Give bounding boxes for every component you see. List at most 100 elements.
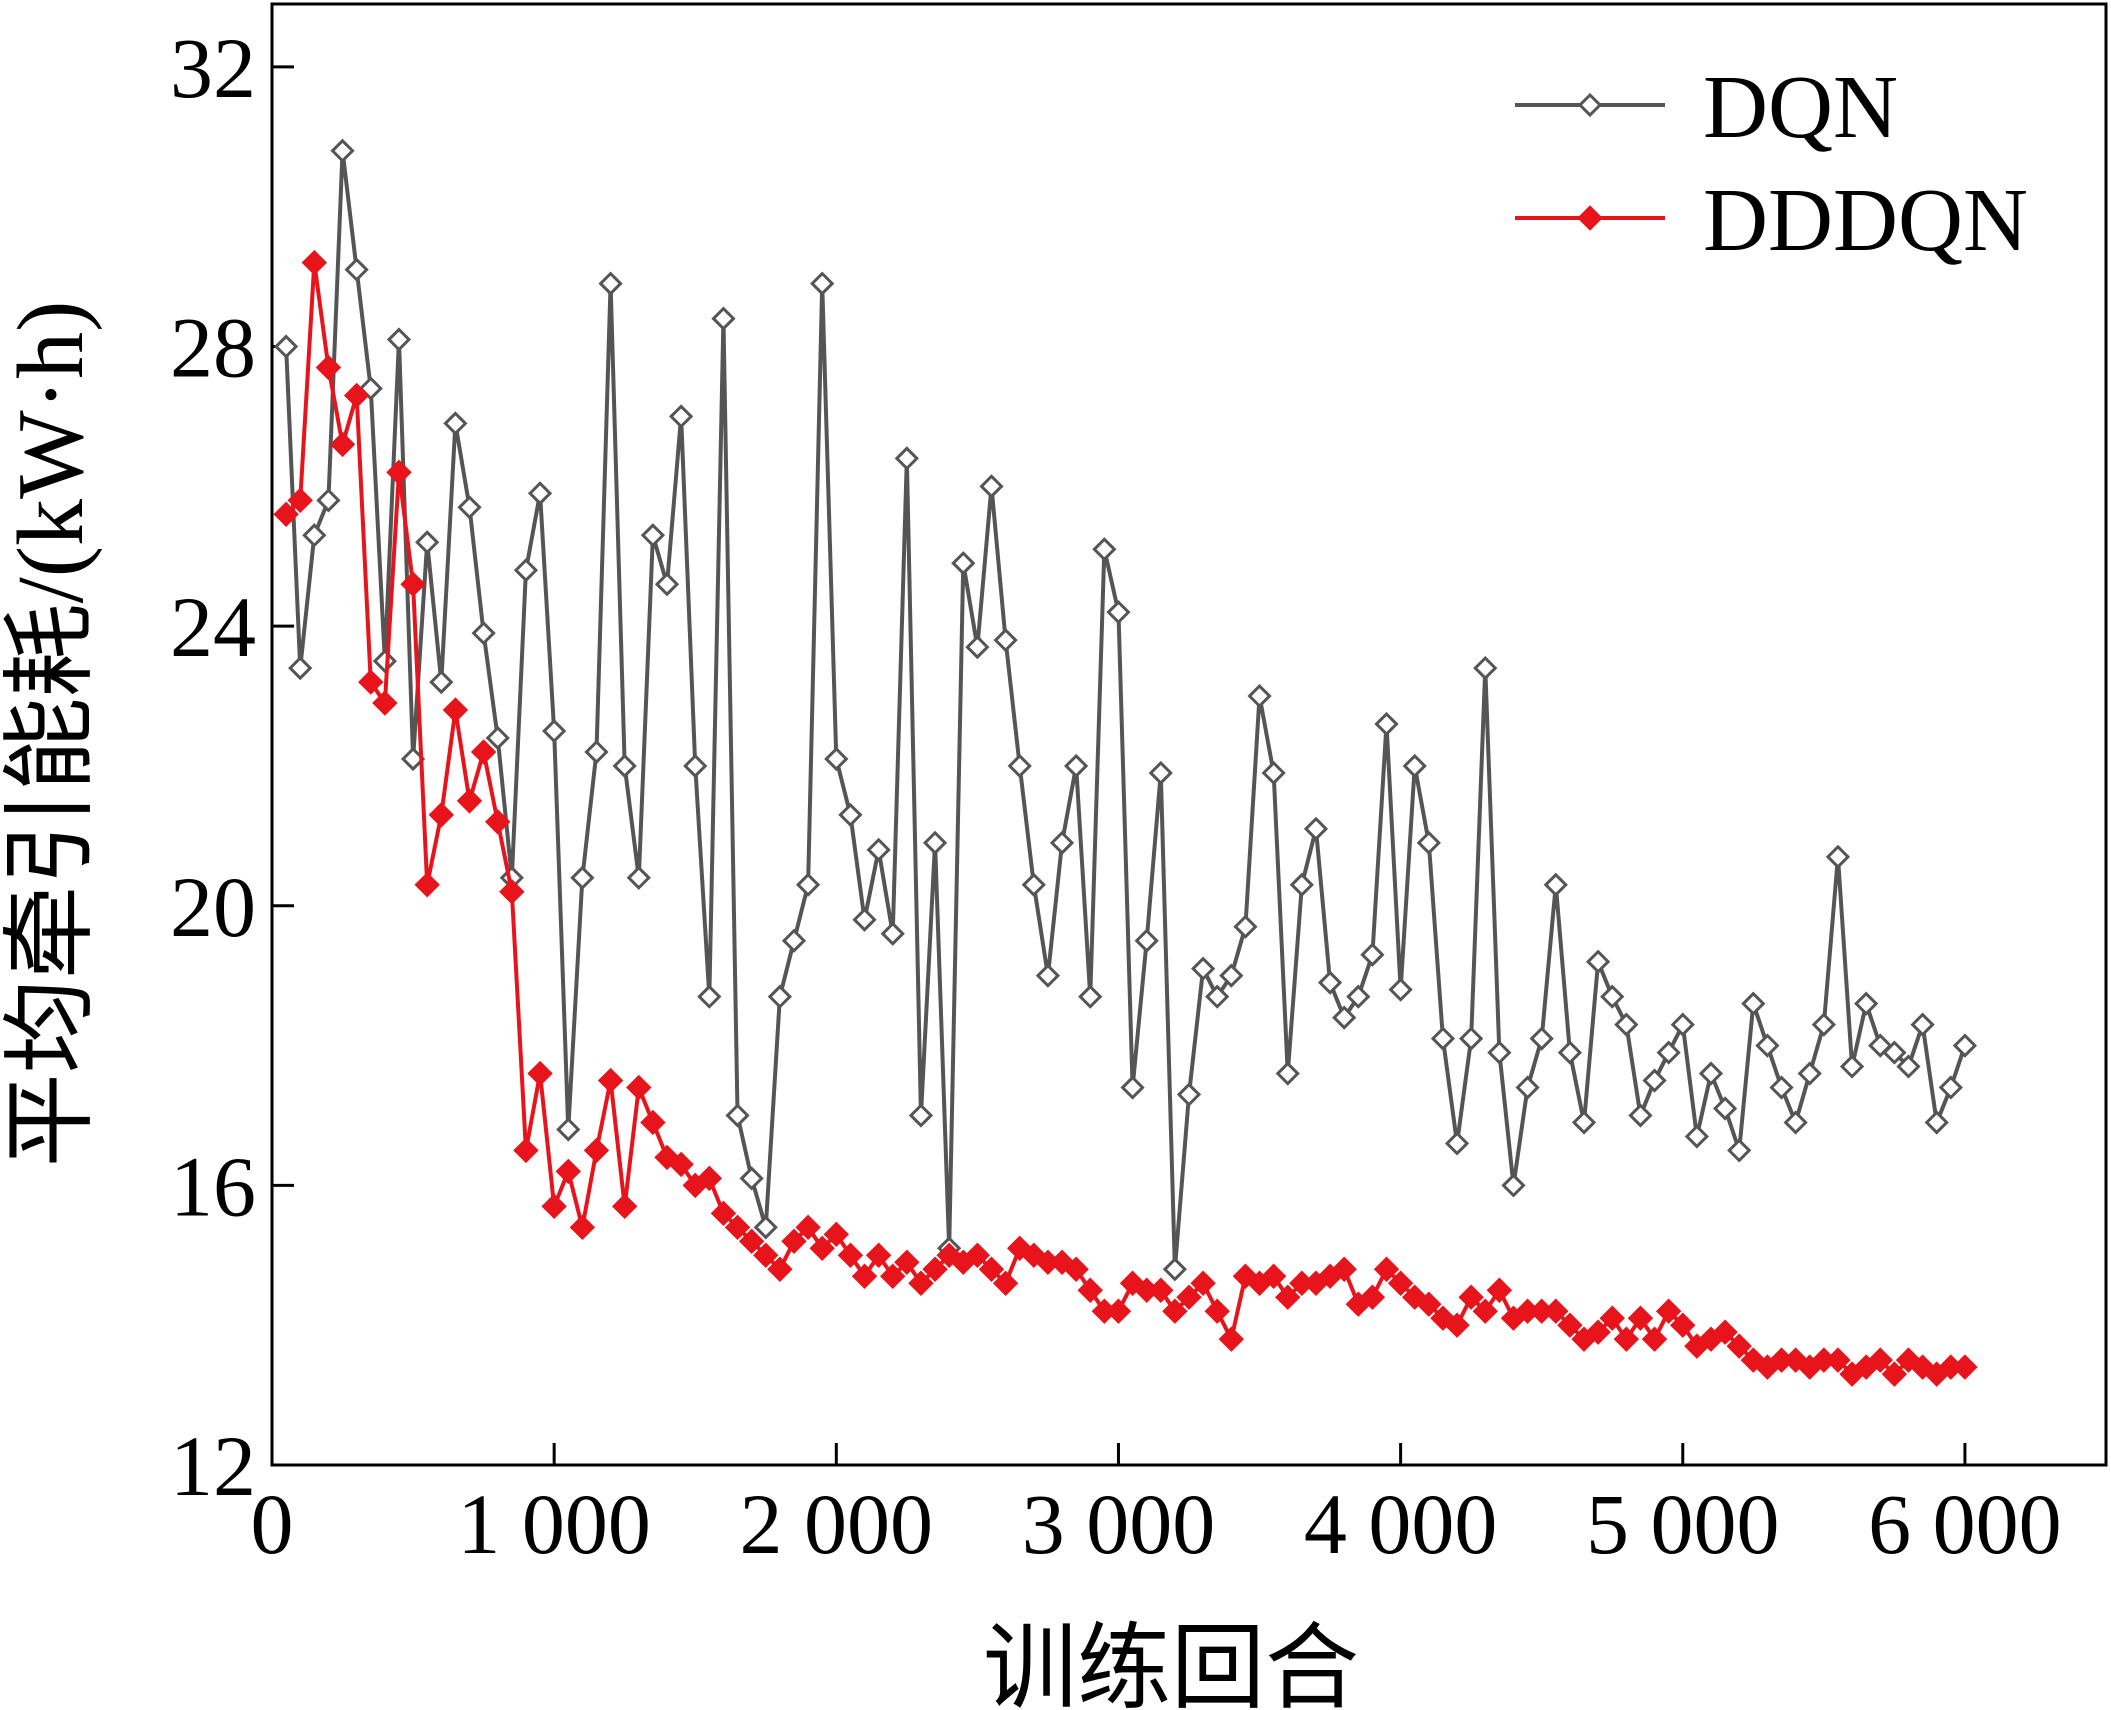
data-point: [612, 753, 637, 779]
data-point: [1289, 872, 1314, 897]
y-tick-label: 20: [170, 859, 256, 955]
data-point: [725, 1103, 750, 1128]
data-point: [781, 928, 807, 953]
data-point: [880, 1263, 906, 1289]
data-point: [1387, 1270, 1414, 1296]
data-point: [513, 558, 539, 583]
data-point: [1303, 816, 1329, 841]
data-point: [428, 802, 454, 828]
data-point: [555, 1158, 581, 1185]
x-tick-label: 6 000: [1868, 1476, 2062, 1572]
data-point: [851, 1263, 878, 1289]
data-point: [823, 1221, 850, 1248]
data-point: [795, 872, 821, 897]
data-point: [1641, 1326, 1668, 1352]
data-point: [1656, 1040, 1681, 1065]
data-point: [978, 1256, 1005, 1282]
data-point: [542, 718, 567, 744]
data-point: [1896, 1054, 1921, 1079]
data-point: [372, 648, 397, 674]
data-point: [922, 1256, 948, 1282]
data-point: [1275, 1061, 1300, 1086]
data-point: [979, 474, 1004, 499]
data-point: [1642, 1068, 1667, 1093]
data-point: [1938, 1075, 1963, 1100]
y-tick-label: 32: [170, 20, 256, 116]
data-point: [894, 1249, 920, 1275]
data-point: [1543, 872, 1568, 897]
data-point: [400, 571, 426, 597]
data-point: [584, 739, 609, 765]
data-point: [386, 327, 412, 352]
data-point: [1247, 683, 1272, 709]
data-point: [838, 802, 863, 828]
data-point: [273, 334, 299, 359]
data-point: [1811, 1012, 1836, 1037]
data-point: [1655, 1298, 1682, 1324]
data-point: [1557, 1040, 1583, 1065]
data-point: [1331, 1256, 1357, 1282]
data-point: [810, 271, 835, 296]
data-point: [852, 907, 877, 932]
data-point: [456, 788, 483, 814]
data-point: [1712, 1096, 1738, 1121]
data-point: [1416, 1291, 1442, 1317]
data-point: [343, 382, 370, 409]
data-point: [1769, 1075, 1794, 1100]
data-point: [1346, 984, 1371, 1009]
x-tick-label: 3 000: [1022, 1476, 1216, 1572]
data-point: [1600, 984, 1625, 1009]
data-point: [922, 830, 948, 855]
data-point: [1924, 1110, 1949, 1135]
legend-label: DQN: [1703, 58, 1898, 157]
data-point: [443, 411, 468, 436]
data-point: [865, 1242, 892, 1268]
data-point: [513, 1137, 539, 1164]
data-point: [1882, 1040, 1907, 1065]
data-point: [724, 1214, 751, 1241]
data-point: [908, 1103, 934, 1128]
data-point: [1613, 1326, 1640, 1352]
y-tick-label: 12: [170, 1418, 256, 1514]
data-point: [1585, 949, 1611, 974]
data-point: [1105, 1298, 1132, 1324]
data-point: [1910, 1012, 1935, 1037]
data-point: [1219, 963, 1244, 988]
data-point: [837, 1242, 864, 1268]
data-point: [1867, 1347, 1893, 1373]
data-point: [1472, 1298, 1498, 1324]
data-point: [1444, 1312, 1470, 1338]
data-point: [1430, 1026, 1456, 1051]
data-point: [1727, 1138, 1752, 1163]
data-point: [1515, 1075, 1540, 1100]
data-point: [753, 1215, 778, 1240]
data-point: [273, 501, 299, 528]
data-point: [738, 1228, 765, 1255]
data-point: [358, 376, 383, 401]
data-point: [316, 488, 341, 513]
data-point: [414, 872, 440, 898]
data-point: [965, 634, 990, 660]
data-point: [795, 1214, 821, 1241]
data-point: [344, 257, 369, 282]
y-tick-label: 28: [170, 300, 256, 396]
data-point: [1416, 830, 1441, 855]
data-point: [1755, 1033, 1780, 1058]
series-line: [284, 148, 1967, 1272]
data-point: [597, 1067, 624, 1094]
data-point: [767, 984, 792, 1009]
data-point: [471, 621, 496, 646]
data-point: [330, 138, 355, 163]
data-point: [527, 1060, 553, 1087]
data-point: [1529, 1026, 1554, 1051]
data-point: [1317, 970, 1343, 995]
data-point: [485, 809, 511, 835]
data-point: [1458, 1284, 1484, 1310]
data-point: [583, 1137, 610, 1164]
data-point: [287, 487, 313, 514]
data-point: [894, 446, 919, 471]
data-point: [1585, 1319, 1611, 1345]
data-point: [1092, 537, 1117, 562]
data-point: [1332, 1005, 1357, 1030]
data-point: [1162, 1257, 1188, 1282]
